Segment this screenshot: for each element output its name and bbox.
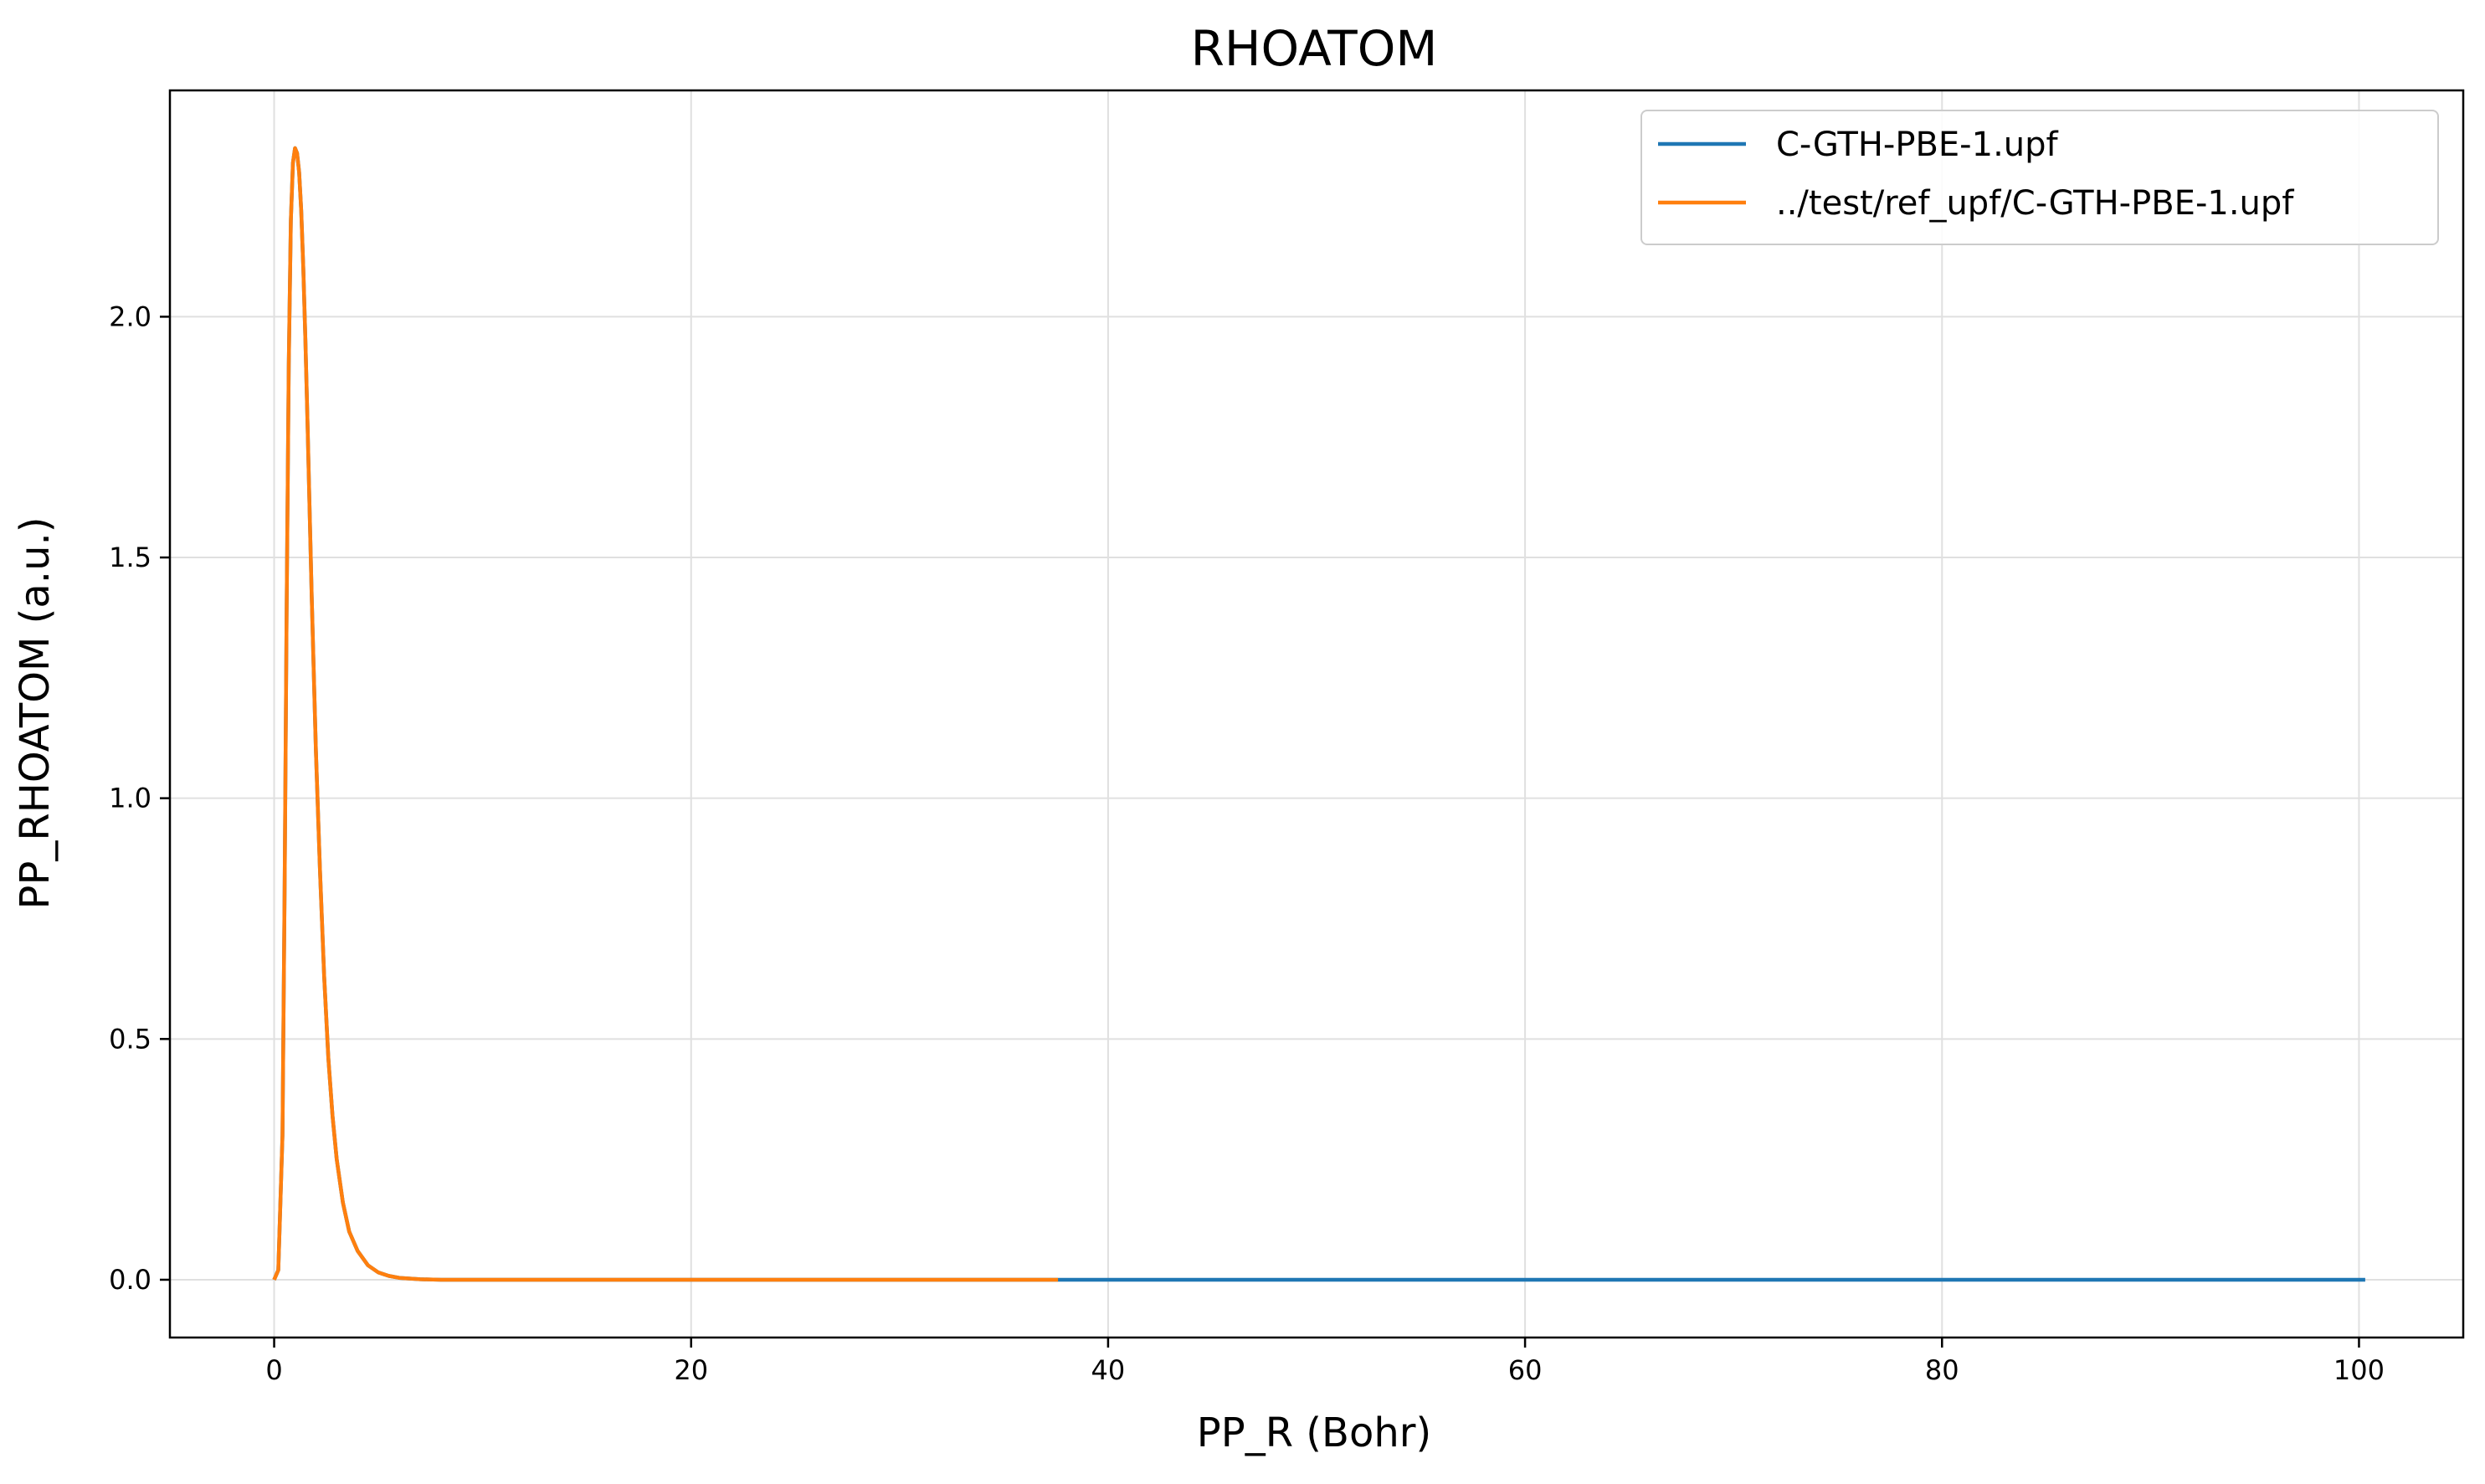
plot-frame <box>168 89 2465 1339</box>
x-tick-label: 100 <box>2334 1354 2385 1386</box>
legend: C-GTH-PBE-1.upf ../test/ref_upf/C-GTH-PB… <box>1640 110 2439 245</box>
x-axis-label: PP_R (Bohr) <box>1197 1410 1431 1456</box>
y-tick-label: 1.0 <box>109 783 151 814</box>
x-tick-label: 40 <box>1091 1354 1126 1386</box>
y-axis-label: PP_RHOATOM (a.u.) <box>12 517 59 910</box>
x-tick-label: 60 <box>1508 1354 1543 1386</box>
y-tick-label: 2.0 <box>109 300 151 332</box>
series-line-2 <box>272 146 1059 1282</box>
x-tick-label: 0 <box>265 1354 282 1386</box>
series-layer <box>272 146 2365 1282</box>
chart-title: RHOATOM <box>1191 20 1438 77</box>
legend-label-series-1: C-GTH-PBE-1.upf <box>1776 126 2059 164</box>
y-tick-label: 0.0 <box>109 1264 151 1296</box>
legend-label-series-2: ../test/ref_upf/C-GTH-PBE-1.upf <box>1776 184 2294 223</box>
legend-box <box>1640 110 2439 245</box>
ticks: 0 20 40 60 80 100 0.0 0.5 1.0 1.5 2.0 <box>109 300 2385 1386</box>
y-tick-label: 0.5 <box>109 1023 151 1055</box>
x-tick-label: 20 <box>674 1354 708 1386</box>
y-tick-label: 1.5 <box>109 542 151 573</box>
x-tick-label: 80 <box>1925 1354 1959 1386</box>
